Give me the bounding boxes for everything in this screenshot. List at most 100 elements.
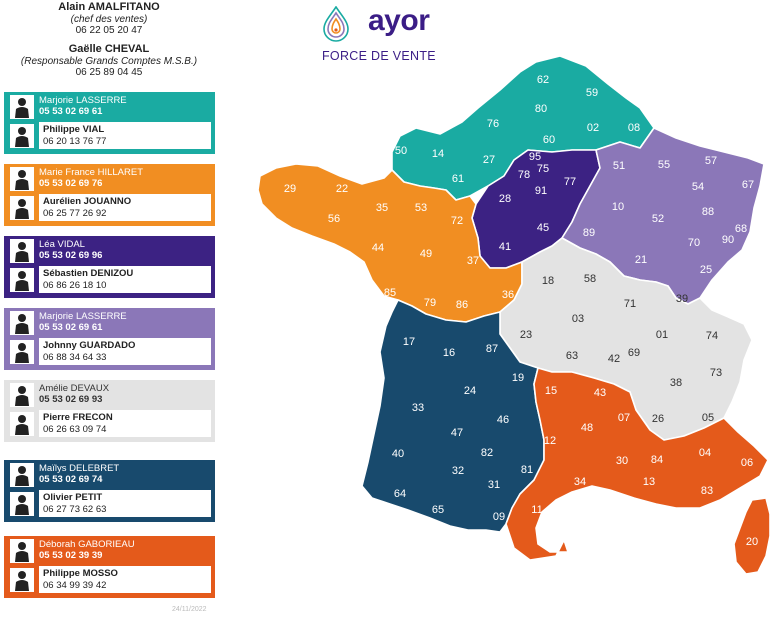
department-label: 03 [572,313,584,325]
field-rep-icon [10,268,34,292]
field-contact: Pierre FRECON 06 26 63 09 74 [39,410,211,437]
department-label: 61 [452,173,464,185]
department-label: 63 [566,350,578,362]
office-contact-name: Marjorie LASSERRE [39,95,127,106]
field-contact-name: Philippe VIAL [43,124,105,135]
department-label: 95 [529,151,541,163]
headset-person-icon [10,311,34,335]
field-contact-name: Pierre FRECON [43,412,113,423]
office-contact-phone: 05 53 02 69 61 [39,322,103,333]
office-contact-name: Déborah GABORIEAU [39,539,135,550]
department-label: 81 [521,464,533,476]
department-label: 87 [486,343,498,355]
main-contact: Alain AMALFITANO (chef des ventes) 06 22… [0,1,218,37]
contact-card: Léa VIDAL 05 53 02 69 96 Sébastien DENIZ… [4,236,215,298]
headset-person-icon [10,463,34,487]
department-label: 47 [451,427,463,439]
department-label: 42 [608,353,620,365]
department-label: 58 [584,273,596,285]
field-contact-name: Sébastien DENIZOU [43,268,134,279]
field-contact-phone: 06 86 26 18 10 [43,279,107,291]
contact-card: Marjorie LASSERRE 05 53 02 69 61 Johnny … [4,308,215,370]
office-contact-name: Léa VIDAL [39,239,85,250]
office-contact-name: Maïlys DELEBRET [39,463,120,474]
department-label: 80 [535,103,547,115]
department-label: 19 [512,372,524,384]
department-label: 29 [284,183,296,195]
department-label: 41 [499,241,511,253]
key-accounts-name: Gaëlle CHEVAL [68,43,150,55]
field-contact: Olivier PETIT 06 27 73 62 63 [39,490,211,517]
department-label: 53 [415,202,427,214]
logo-wordmark: ayor [368,4,430,37]
department-label: 79 [424,297,436,309]
department-label: 66 [543,535,555,547]
department-label: 78 [518,169,530,181]
office-contact-phone: 05 53 02 39 39 [39,550,103,561]
key-accounts-contact: Gaëlle CHEVAL (Responsable Grands Compte… [0,43,218,79]
department-label: 46 [497,414,509,426]
department-label: 56 [328,213,340,225]
department-label: 74 [706,330,718,342]
department-label: 77 [564,176,576,188]
field-contact-phone: 06 26 63 09 74 [43,423,107,435]
headset-person-icon [10,167,34,191]
department-label: 27 [483,154,495,166]
field-rep-icon [10,568,34,592]
department-label: 70 [688,237,700,249]
department-label: 49 [420,248,432,260]
department-label: 44 [372,242,384,254]
department-label: 05 [702,412,714,424]
field-contact-phone: 06 20 13 76 77 [43,135,107,147]
department-label: 39 [676,293,688,305]
department-label: 68 [735,223,747,235]
department-label: 45 [537,222,549,234]
department-label: 33 [412,402,424,414]
field-contact: Johnny GUARDADO 06 88 34 64 33 [39,338,211,365]
ayor-logo-icon [323,6,349,42]
main-contact-role: (chef des ventes) [70,13,148,25]
contact-card: Maïlys DELEBRET 05 53 02 69 74 Olivier P… [4,460,215,522]
field-contact-phone: 06 34 99 39 42 [43,579,107,591]
department-label: 37 [467,255,479,267]
department-label: 73 [710,367,722,379]
department-label: 20 [746,536,758,548]
field-contact-name: Olivier PETIT [43,492,103,503]
department-label: 28 [499,193,511,205]
field-rep-icon [10,124,34,148]
field-contact: Philippe VIAL 06 20 13 76 77 [39,122,211,149]
department-label: 16 [443,347,455,359]
department-label: 15 [545,385,557,397]
department-label: 40 [392,448,404,460]
field-rep-icon [10,492,34,516]
department-label: 17 [403,336,415,348]
department-label: 59 [586,87,598,99]
field-contact: Sébastien DENIZOU 06 86 26 18 10 [39,266,211,293]
department-label: 09 [493,511,505,523]
office-contact-name: Amélie DEVAUX [39,383,110,394]
field-contact: Aurélien JOUANNO 06 25 77 26 92 [39,194,211,221]
office-contact-phone: 05 53 02 69 93 [39,394,103,405]
department-label: 69 [628,347,640,359]
headset-person-icon [10,383,34,407]
map-zone-south-east [505,367,769,561]
department-label: 88 [702,206,714,218]
field-contact-name: Philippe MOSSO [43,568,118,579]
department-label: 14 [432,148,444,160]
office-contact-phone: 05 53 02 69 74 [39,474,103,485]
department-label: 08 [628,122,640,134]
department-label: 43 [594,387,606,399]
department-label: 11 [531,504,542,516]
office-contact-phone: 05 53 02 69 76 [39,178,103,189]
department-label: 01 [656,329,668,341]
main-contact-name: Alain AMALFITANO [58,1,160,13]
field-contact-phone: 06 88 34 64 33 [43,351,107,363]
department-label: 52 [652,213,664,225]
department-label: 23 [520,329,532,341]
department-label: 57 [705,155,717,167]
department-label: 54 [692,181,704,193]
field-contact: Philippe MOSSO 06 34 99 39 42 [39,566,211,593]
department-label: 31 [488,479,500,491]
department-label: 67 [742,179,754,191]
